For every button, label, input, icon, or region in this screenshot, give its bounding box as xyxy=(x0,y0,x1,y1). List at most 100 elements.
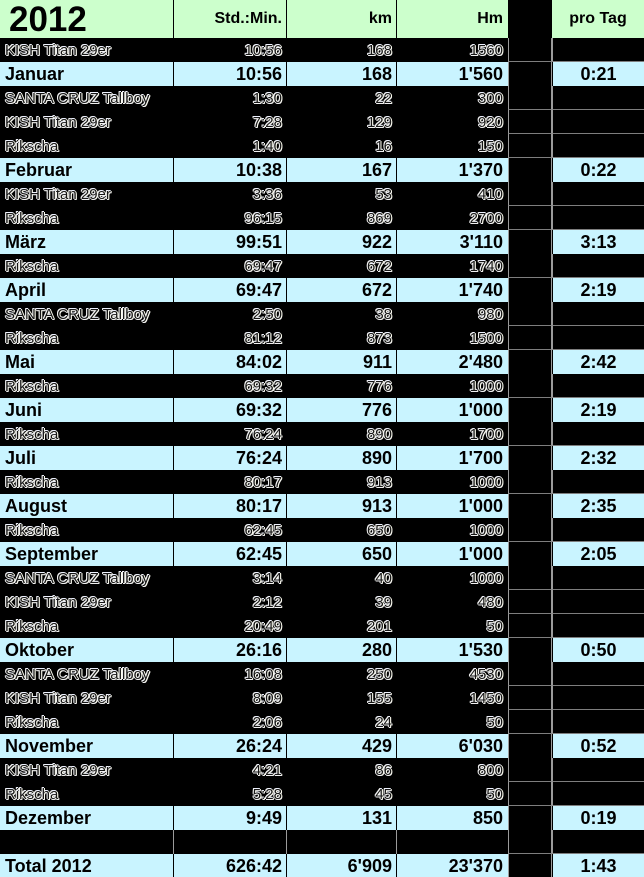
pro-tag-cell[interactable]: 0:50 xyxy=(552,638,644,662)
km-cell[interactable]: 672 xyxy=(286,278,396,302)
hm-cell[interactable]: 50 xyxy=(396,710,508,734)
hm-cell[interactable]: 6'030 xyxy=(396,734,508,758)
time-cell[interactable]: 96:15 xyxy=(173,206,286,230)
hm-cell[interactable]: 1000 xyxy=(396,374,508,398)
pro-tag-cell[interactable] xyxy=(552,374,644,398)
time-cell[interactable]: 80:17 xyxy=(173,470,286,494)
label-cell[interactable]: KISH Titan 29er xyxy=(0,758,173,782)
pro-tag-cell[interactable] xyxy=(552,254,644,278)
hm-cell[interactable]: 1'370 xyxy=(396,158,508,182)
hm-cell[interactable]: 1000 xyxy=(396,518,508,542)
time-cell[interactable]: 10:56 xyxy=(173,62,286,86)
hm-cell[interactable]: 4530 xyxy=(396,662,508,686)
time-cell[interactable]: 2:12 xyxy=(173,590,286,614)
time-cell[interactable]: 9:49 xyxy=(173,806,286,830)
km-cell[interactable]: 911 xyxy=(286,350,396,374)
label-cell[interactable]: Rikscha xyxy=(0,206,173,230)
km-cell[interactable]: 6'909 xyxy=(286,854,396,877)
label-cell[interactable]: Rikscha xyxy=(0,374,173,398)
km-cell[interactable]: 776 xyxy=(286,374,396,398)
label-cell[interactable]: Juli xyxy=(0,446,173,470)
label-cell[interactable]: Dezember xyxy=(0,806,173,830)
pro-tag-cell[interactable]: 0:22 xyxy=(552,158,644,182)
label-cell[interactable]: Februar xyxy=(0,158,173,182)
label-cell[interactable]: Rikscha xyxy=(0,134,173,158)
pro-tag-cell[interactable] xyxy=(552,110,644,134)
hm-cell[interactable]: 2700 xyxy=(396,206,508,230)
km-cell[interactable]: 650 xyxy=(286,542,396,566)
km-cell[interactable] xyxy=(286,830,396,854)
hm-cell[interactable]: 1'000 xyxy=(396,494,508,518)
hm-cell[interactable]: 300 xyxy=(396,86,508,110)
pro-tag-cell[interactable]: 3:13 xyxy=(552,230,644,254)
pro-tag-cell[interactable] xyxy=(552,662,644,686)
time-cell[interactable]: 76:24 xyxy=(173,422,286,446)
label-cell[interactable]: SANTA CRUZ Tallboy xyxy=(0,302,173,326)
pro-tag-cell[interactable] xyxy=(552,206,644,230)
km-cell[interactable]: 131 xyxy=(286,806,396,830)
time-cell[interactable]: 2:06 xyxy=(173,710,286,734)
time-cell[interactable]: 69:32 xyxy=(173,398,286,422)
time-cell[interactable]: 69:47 xyxy=(173,278,286,302)
hm-cell[interactable]: 920 xyxy=(396,110,508,134)
time-cell[interactable]: 4:21 xyxy=(173,758,286,782)
label-cell[interactable]: Rikscha xyxy=(0,518,173,542)
time-cell[interactable]: 99:51 xyxy=(173,230,286,254)
km-cell[interactable]: 873 xyxy=(286,326,396,350)
hm-cell[interactable]: 1700 xyxy=(396,422,508,446)
label-cell[interactable]: August xyxy=(0,494,173,518)
pro-tag-cell[interactable] xyxy=(552,518,644,542)
km-cell[interactable]: 40 xyxy=(286,566,396,590)
time-cell[interactable]: 62:45 xyxy=(173,518,286,542)
label-cell[interactable]: SANTA CRUZ Tallboy xyxy=(0,566,173,590)
pro-tag-cell[interactable]: 0:21 xyxy=(552,62,644,86)
km-cell[interactable]: 45 xyxy=(286,782,396,806)
label-cell[interactable]: Total 2012 xyxy=(0,854,173,877)
hm-cell[interactable]: 1500 xyxy=(396,326,508,350)
label-cell[interactable]: Juni xyxy=(0,398,173,422)
km-cell[interactable]: 24 xyxy=(286,710,396,734)
time-cell[interactable]: 1:40 xyxy=(173,134,286,158)
pro-tag-cell[interactable] xyxy=(552,326,644,350)
pro-tag-cell[interactable] xyxy=(552,566,644,590)
hm-cell[interactable]: 1450 xyxy=(396,686,508,710)
label-cell[interactable]: KISH Titan 29er xyxy=(0,110,173,134)
label-cell[interactable]: Rikscha xyxy=(0,326,173,350)
time-cell[interactable]: 26:16 xyxy=(173,638,286,662)
col-header-hm[interactable]: Hm xyxy=(396,0,508,38)
hm-cell[interactable]: 1'700 xyxy=(396,446,508,470)
pro-tag-cell[interactable] xyxy=(552,134,644,158)
pro-tag-cell[interactable]: 0:52 xyxy=(552,734,644,758)
time-cell[interactable]: 76:24 xyxy=(173,446,286,470)
pro-tag-cell[interactable]: 2:42 xyxy=(552,350,644,374)
km-cell[interactable]: 38 xyxy=(286,302,396,326)
hm-cell[interactable]: 1000 xyxy=(396,566,508,590)
col-header-time[interactable]: Std.:Min. xyxy=(173,0,286,38)
hm-cell[interactable]: 1'000 xyxy=(396,542,508,566)
time-cell[interactable]: 7:28 xyxy=(173,110,286,134)
pro-tag-cell[interactable] xyxy=(552,182,644,206)
pro-tag-cell[interactable]: 2:32 xyxy=(552,446,644,470)
hm-cell[interactable]: 1000 xyxy=(396,470,508,494)
hm-cell[interactable]: 410 xyxy=(396,182,508,206)
pro-tag-cell[interactable] xyxy=(552,590,644,614)
time-cell[interactable]: 2:50 xyxy=(173,302,286,326)
km-cell[interactable]: 155 xyxy=(286,686,396,710)
km-cell[interactable]: 890 xyxy=(286,422,396,446)
label-cell[interactable]: KISH Titan 29er xyxy=(0,686,173,710)
label-cell[interactable]: Rikscha xyxy=(0,254,173,278)
km-cell[interactable]: 39 xyxy=(286,590,396,614)
hm-cell[interactable]: 1'740 xyxy=(396,278,508,302)
km-cell[interactable]: 890 xyxy=(286,446,396,470)
km-cell[interactable]: 913 xyxy=(286,470,396,494)
col-header-km[interactable]: km xyxy=(286,0,396,38)
label-cell[interactable] xyxy=(0,830,173,854)
pro-tag-cell[interactable] xyxy=(552,614,644,638)
km-cell[interactable]: 16 xyxy=(286,134,396,158)
label-cell[interactable]: Mai xyxy=(0,350,173,374)
pro-tag-cell[interactable] xyxy=(552,86,644,110)
pro-tag-cell[interactable] xyxy=(552,710,644,734)
pro-tag-cell[interactable] xyxy=(552,782,644,806)
pro-tag-cell[interactable] xyxy=(552,38,644,62)
time-cell[interactable]: 8:09 xyxy=(173,686,286,710)
